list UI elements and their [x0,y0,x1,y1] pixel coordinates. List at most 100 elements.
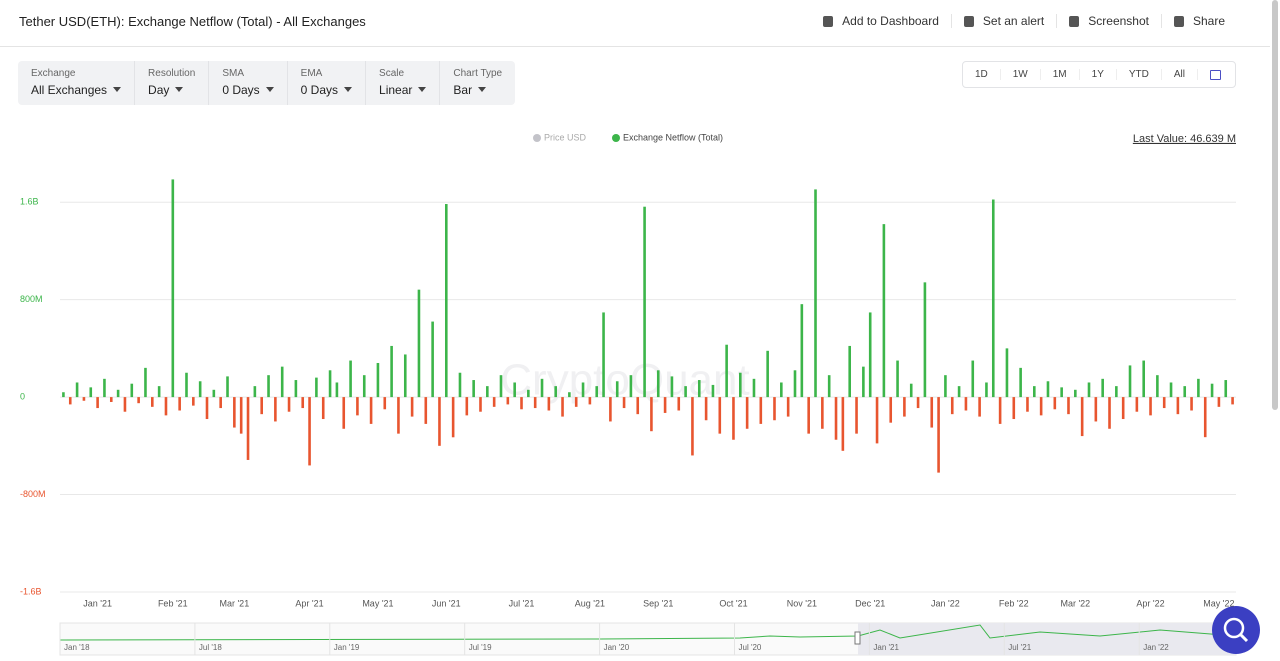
bar [540,378,544,398]
x-tick-label: Apr '22 [1136,598,1164,608]
dropdown-value: Bar [453,83,502,97]
bar [137,397,140,404]
range-button[interactable]: 1W [1001,69,1041,80]
action-icon [823,15,834,27]
bar [349,360,352,398]
bar [1156,375,1159,398]
action-label: Set an alert [982,14,1045,28]
bar [841,397,845,451]
dropdown-value: 0 Days [222,83,273,97]
bar [786,397,790,417]
dropdown-label: SMA [222,68,244,79]
navigator-label: Jan '18 [64,643,90,652]
range-button[interactable]: All [1162,69,1198,80]
bar [533,397,537,409]
bar [1080,397,1084,437]
legend-label[interactable]: Exchange Netflow (Total) [623,132,723,142]
calendar-button[interactable] [1210,69,1221,80]
bar [773,397,776,421]
action-button[interactable]: Share [1160,14,1237,28]
bar [1039,397,1043,416]
bar [889,397,893,423]
bar [424,397,428,424]
navigator-label: Jul '20 [739,643,762,652]
bar [896,360,899,398]
range-button[interactable]: 1Y [1080,69,1117,80]
bar [130,383,134,398]
bar [301,397,305,409]
bar [96,397,99,409]
bar [328,370,332,398]
bar [171,179,175,398]
action-button[interactable]: Add to Dashboard [811,14,951,28]
range-button[interactable]: 1D [963,69,1001,80]
search-icon [1223,617,1245,639]
bar [1203,397,1207,438]
bar [944,375,947,398]
bar [868,312,872,398]
range-button[interactable]: 1M [1041,69,1080,80]
bar [383,397,387,410]
bar [294,380,298,398]
bar [390,345,393,398]
bar [362,375,366,398]
bar [356,397,359,416]
action-label: Add to Dashboard [842,14,939,28]
bar [89,387,93,398]
search-button[interactable] [1212,606,1260,654]
action-button[interactable]: Screenshot [1056,14,1161,28]
bar [1190,397,1193,411]
bar [499,375,503,398]
x-tick-label: Mar '21 [219,598,249,608]
bar [985,382,988,398]
bar [622,397,626,409]
bar [800,304,804,398]
dropdown[interactable]: Exchange All Exchanges [18,61,134,105]
dropdown[interactable]: Scale Linear [365,61,439,105]
range-button[interactable]: YTD [1117,69,1162,80]
bar [1074,389,1077,398]
navigator-selection[interactable] [858,623,1236,655]
search-icon [1239,633,1249,643]
dropdown[interactable]: Chart Type Bar [439,61,515,105]
bar [588,397,592,405]
bar [212,389,216,398]
bar [711,384,715,398]
bar [233,397,236,428]
scrollbar[interactable] [1272,0,1278,410]
legend-label[interactable]: Price USD [544,132,587,142]
bar [397,397,400,434]
x-tick-label: Sep '21 [643,598,673,608]
dropdown-value: Linear [379,83,426,97]
dropdown[interactable]: SMA 0 Days [208,61,286,105]
bar [1162,397,1166,409]
action-button[interactable]: Set an alert [950,14,1056,28]
legend-dot [533,134,541,142]
header: Tether USD(ETH): Exchange Netflow (Total… [0,0,1270,47]
bar [253,386,257,398]
bar [417,289,421,398]
navigator-label: Jan '21 [873,643,899,652]
bar [745,397,749,429]
navigator-label: Jul '18 [199,643,222,652]
x-tick-label: Mar '22 [1060,598,1090,608]
bar [410,397,414,417]
bar [991,199,995,398]
dropdown[interactable]: EMA 0 Days [286,61,365,105]
bar [178,397,181,411]
bar [479,397,482,412]
x-tick-label: May '22 [1203,598,1234,608]
navigator-handle[interactable] [854,631,861,645]
dropdown[interactable]: Resolution Day [134,61,208,105]
y-tick-label: -800M [20,489,46,499]
bar [670,376,674,398]
bar [1115,386,1118,398]
legend-dot [612,134,620,142]
bar [732,397,735,440]
x-tick-label: Jan '22 [931,598,960,608]
bar [68,397,72,405]
bar [998,397,1002,424]
bar [1149,397,1152,416]
bar [930,397,934,428]
